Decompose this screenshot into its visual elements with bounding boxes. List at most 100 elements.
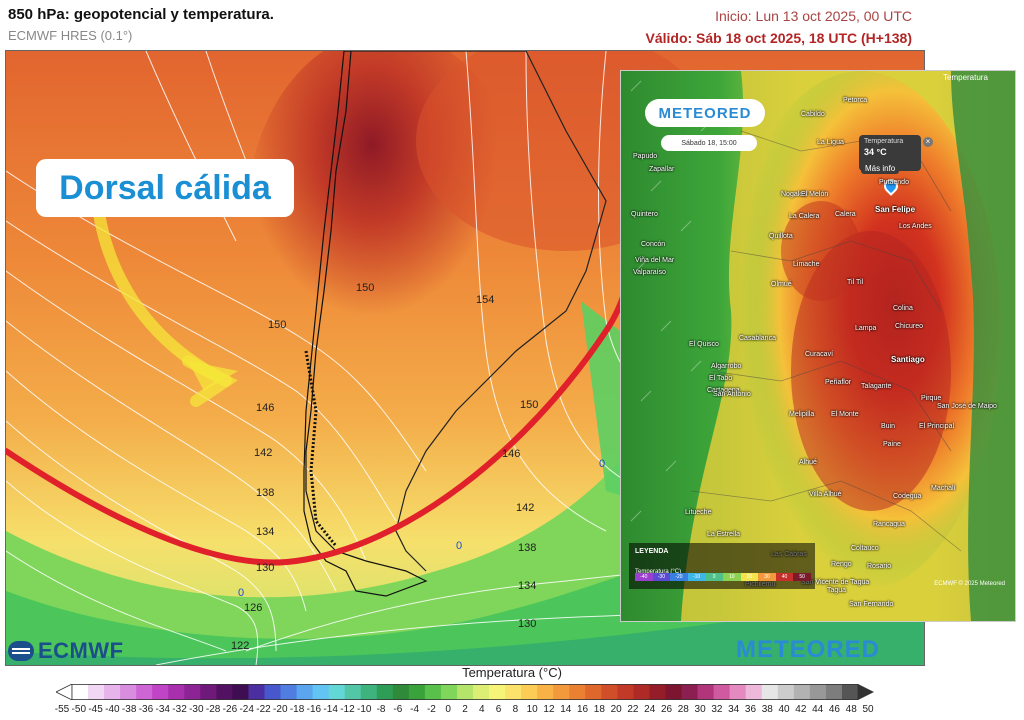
colorbar-swatch [88,684,105,700]
colorbar-swatch [216,684,233,700]
city-label: Los Andes [899,223,932,230]
legend-swatch: 50 [793,573,811,581]
colorbar-tick-label: 14 [560,704,572,715]
isoline-label: 150 [268,319,286,331]
colorbar-tick-label: 16 [576,704,589,715]
colorbar-tick-label: -2 [426,704,436,715]
colorbar-swatch [761,684,779,700]
city-label: Limache [793,261,820,268]
colorbar-tick-label: 38 [761,704,773,715]
colorbar-swatch [489,684,506,700]
isoline-label: 142 [254,447,272,459]
colorbar-tick-label: 24 [644,704,656,715]
colorbar-swatch [793,684,811,700]
isoline-label: 138 [518,542,536,554]
colorbar-swatch [232,684,249,700]
colorbar-swatch [617,684,634,700]
colorbar-max-arrow [858,684,874,700]
colorbar-swatch [585,684,602,700]
inset-legend: LEYENDA Temperatura (°C) -40 -30 -20 -10 0 10… [629,543,815,589]
colorbar-swatch [841,684,859,700]
city-label: Lampa [855,325,877,332]
popup-value: 34 °C [864,147,887,157]
city-label: Til Til [847,279,864,286]
city-label: La Ligua [817,139,844,146]
more-info-link[interactable]: Más info [861,163,900,174]
colorbar-swatch [312,684,330,700]
colorbar-tick-label: 42 [795,704,807,715]
isoline-label: 146 [256,402,274,414]
colorbar-tick-label: 44 [812,704,824,715]
colorbar-swatch [649,684,667,700]
legend-swatch: -20 [670,573,688,581]
colorbar-tick-label: 18 [593,704,605,715]
colorbar-swatch [537,684,554,700]
ecmwf-icon [8,641,34,661]
city-label: Curacaví [805,351,834,358]
colorbar-tick-label: -10 [357,704,372,715]
colorbar-swatch [569,684,586,700]
colorbar-swatches [56,684,874,700]
colorbar-tick-label: -4 [410,704,420,715]
city-label: El Principal [919,423,955,430]
city-label: Buin [881,423,896,430]
city-label: Pirque [921,395,942,402]
colorbar-swatch [360,684,378,700]
colorbar-tick-label: -26 [222,704,238,715]
popup-label: Temperatura [864,138,904,145]
ecmwf-logo: ECMWF [8,638,124,664]
colorbar-tick-label: -14 [323,704,338,715]
isoline-label: 0 [456,540,462,552]
city-label: La Estrella [707,531,741,538]
city-label: La Calera [789,213,820,220]
colorbar-ticks: -55 -50 -45 -40 -38 -36 -34 -32 -30 -28 -26 -24 -22-… [55,704,874,718]
colorbar-swatch [408,684,426,700]
close-icon[interactable]: × [923,137,933,147]
city-label: Calera [835,211,856,218]
colorbar-swatch [633,684,650,700]
colorbar-swatch [248,684,265,700]
city-label: El Monte [831,411,859,418]
colorbar-swatch [376,684,394,700]
city-label: Algarrobo [711,363,742,370]
city-label: Olmué [771,281,792,288]
inset-map: Temperatura METEORED Sábado 18, 15:00 Te… [620,70,1016,622]
colorbar-swatch [328,684,346,700]
inset-date-pill[interactable]: Sábado 18, 15:00 [661,135,757,151]
isoline-label: 130 [256,562,274,574]
colorbar-tick-label: 22 [627,704,639,715]
colorbar-tick-label: 48 [845,704,857,715]
colorbar-swatch [104,684,121,700]
colorbar-tick-label: 40 [778,704,790,715]
colorbar-swatch [601,684,618,700]
colorbar-swatch [72,684,89,700]
colorbar-tick-label: -12 [340,704,355,715]
city-label: Machalí [931,485,956,492]
city-label: Tagua [827,587,847,594]
city-label: San Antonio [713,391,751,398]
city-label: Peñaflor [825,379,852,386]
colorbar-swatch [184,684,201,700]
city-label: Putaendo [879,179,909,186]
city-label: Viña del Mar [635,257,675,264]
city-label: Quintero [631,211,658,218]
colorbar-min-arrow [56,684,73,700]
colorbar-swatch [521,684,538,700]
colorbar-tick-label: 2 [462,704,468,715]
legend-swatch: -10 [687,573,706,581]
colorbar-tick-label: -16 [306,704,322,715]
isoline-label: 134 [256,526,274,538]
colorbar-tick-label: 30 [694,704,706,715]
colorbar-tick-label: -40 [105,704,120,715]
city-label: Nogales [781,191,807,198]
city-label: Rengo [831,561,852,568]
legend-swatch: -30 [652,573,671,581]
isoline-label: 154 [476,294,494,306]
colorbar-tick-label: 26 [660,704,673,715]
colorbar-tick-label: -34 [155,704,170,715]
city-label: Talagante [861,383,892,390]
colorbar-swatch [280,684,298,700]
city-label: Quillota [769,233,793,240]
colorbar-tick-label: 4 [479,704,485,715]
city-label: Valparaíso [633,269,666,276]
